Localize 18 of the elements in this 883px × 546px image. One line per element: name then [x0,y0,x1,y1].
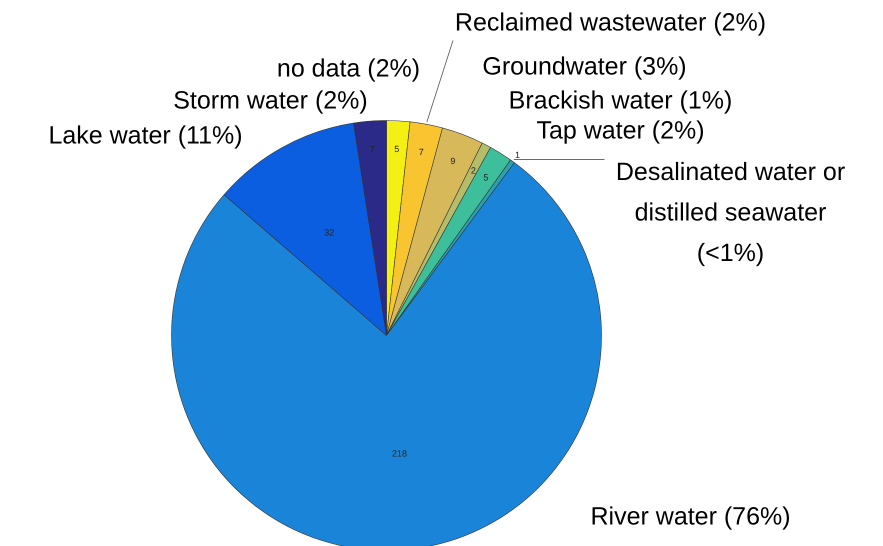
data-label: 1 [515,150,520,160]
data-label: 218 [392,448,407,459]
data-label: 7 [418,147,424,158]
slice-label: Brackish water (1%) [508,86,732,114]
data-label: 5 [483,172,488,183]
slice-label: Groundwater (3%) [482,52,687,80]
slice-label: Storm water (2%) [173,86,368,114]
slice-label: Desalinated water or distilled seawater (<1%) [616,158,846,268]
slice-label: Reclaimed wastewater (2%) [454,8,766,36]
slice-label: Lake water (11%) [48,122,243,150]
data-label: 7 [370,144,375,155]
data-label: 2 [470,165,476,176]
data-label: 9 [450,156,456,166]
data-label: 32 [324,228,334,238]
slice-label: River water (76%) [590,502,791,530]
slice-label: Tap water (2%) [536,116,705,144]
slice-label: no data (2%) [276,54,420,82]
data-label: 5 [394,144,400,154]
